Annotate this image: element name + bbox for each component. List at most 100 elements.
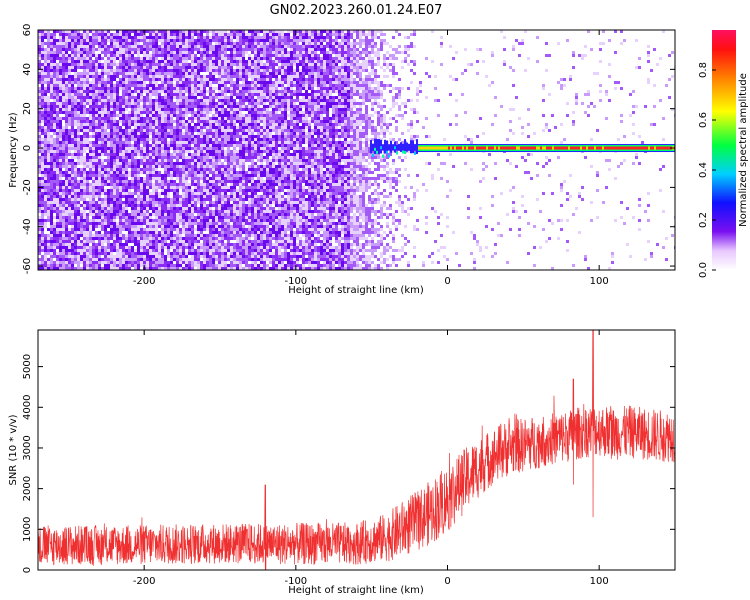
spectrogram-cell (143, 63, 146, 66)
spectrogram-cell (50, 84, 53, 87)
spectrogram-cell (125, 138, 128, 141)
spectrogram-cell (107, 153, 110, 156)
spectrogram-cell (59, 129, 62, 132)
spectrogram-cell (74, 117, 77, 120)
spectrogram-cell (179, 255, 182, 258)
spectrogram-cell (80, 216, 83, 219)
spectrogram-cell (44, 195, 47, 198)
spectrogram-cell (185, 129, 188, 132)
spectrogram-cell (167, 264, 170, 267)
spectrogram-cell (128, 60, 131, 63)
spectrogram-cell (224, 99, 227, 102)
spectrogram-cell (113, 150, 116, 153)
spectrogram-cell (95, 78, 98, 81)
spectrogram-cell (74, 219, 77, 222)
spectrogram-cell (41, 87, 44, 90)
spectrogram-cell (230, 267, 233, 270)
spectrogram-cell (68, 69, 71, 72)
spectrogram-cell (134, 51, 137, 54)
spectrogram-cell (47, 39, 50, 42)
spectrogram-cell (185, 156, 188, 159)
spectrogram-cell (230, 120, 233, 123)
spectrogram-cell (218, 147, 221, 150)
spectrogram-cell (56, 54, 59, 57)
spectrogram-cell (194, 105, 197, 108)
spectrogram-cell (74, 30, 77, 33)
spectrogram-cell (176, 42, 179, 45)
spectrogram-cell (89, 228, 92, 231)
spectrogram-cell (104, 147, 107, 150)
spectrogram-cell (209, 141, 212, 144)
spectrogram-cell (221, 135, 224, 138)
spectrogram-cell (179, 231, 182, 234)
spectrogram-cell (152, 240, 155, 243)
spectrogram-cell (206, 228, 209, 231)
spectrogram-cell (125, 102, 128, 105)
spectrogram-cell (119, 207, 122, 210)
spectrogram-cell (143, 96, 146, 99)
spectrogram-cell (113, 216, 116, 219)
spectrogram-cell (149, 246, 152, 249)
spectrogram-cell (215, 186, 218, 189)
spectrogram-cell (176, 177, 179, 180)
spectrogram-cell (203, 264, 206, 267)
spectrogram-cell (227, 75, 230, 78)
spectrogram-cell (110, 207, 113, 210)
spectrogram-cell (161, 228, 164, 231)
spectrogram-cell (185, 162, 188, 165)
spectrogram-cell (74, 33, 77, 36)
spectrogram-cell (200, 132, 203, 135)
spectrogram-cell (53, 231, 56, 234)
spectrogram-cell (149, 186, 152, 189)
spectrogram-cell (170, 114, 173, 117)
spectrogram-cell (218, 267, 221, 270)
spectrogram-cell (83, 180, 86, 183)
spectrogram-cell (176, 39, 179, 42)
spectrogram-cell (212, 153, 215, 156)
spectrogram-cell (167, 159, 170, 162)
spectrogram-cell (152, 150, 155, 153)
spectrogram-cell (203, 87, 206, 90)
spectrogram-cell (41, 114, 44, 117)
spectrogram-cell (209, 117, 212, 120)
spectrogram-cell (158, 141, 161, 144)
spectrogram-cell (137, 237, 140, 240)
spectrogram-cell (176, 210, 179, 213)
spectrogram-cell (89, 111, 92, 114)
spectrogram-cell (77, 255, 80, 258)
spectrogram-cell (62, 255, 65, 258)
spectrogram-cell (113, 138, 116, 141)
spectrogram-cell (152, 246, 155, 249)
spectrogram-cell (89, 231, 92, 234)
spectrogram-cell (110, 117, 113, 120)
spectrogram-cell (89, 150, 92, 153)
spectrogram-cell (104, 189, 107, 192)
spectrogram-cell (125, 132, 128, 135)
spectrogram-cell (155, 165, 158, 168)
spectrogram-cell (218, 165, 221, 168)
spectrogram-cell (185, 264, 188, 267)
spectrogram-cell (182, 75, 185, 78)
spectrogram-cell (137, 117, 140, 120)
spectrogram-cell (215, 57, 218, 60)
spectrogram-cell (128, 141, 131, 144)
spectrogram-cell (230, 66, 233, 69)
spectrogram-cell (173, 111, 176, 114)
spectrogram-cell (134, 174, 137, 177)
spectrogram-cell (155, 114, 158, 117)
spectrogram-cell (47, 261, 50, 264)
spectrogram-cell (155, 54, 158, 57)
spectrogram-cell (98, 72, 101, 75)
spectrogram-cell (134, 87, 137, 90)
spectrogram-cell (143, 117, 146, 120)
spectrogram-cell (83, 207, 86, 210)
spectrogram-cell (200, 45, 203, 48)
spectrogram-cell (80, 42, 83, 45)
spectrogram-cell (77, 201, 80, 204)
spectrogram-cell (119, 150, 122, 153)
spectrogram-cell (209, 222, 212, 225)
spectrogram-cell (233, 72, 236, 75)
spectrogram-cell (158, 234, 161, 237)
spectrogram-cell (44, 135, 47, 138)
spectrogram-cell (170, 141, 173, 144)
